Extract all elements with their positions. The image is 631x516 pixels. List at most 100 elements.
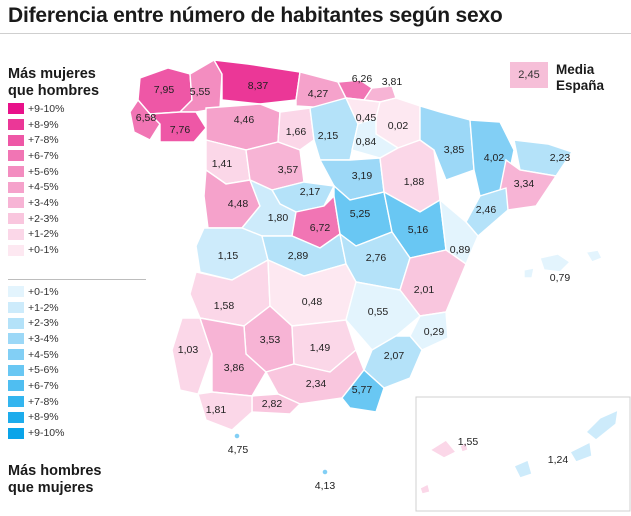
legend-label: +1-2%: [28, 301, 59, 314]
legend-swatch: [8, 166, 24, 178]
legend-swatch: [8, 213, 24, 225]
legend-swatch: [8, 364, 24, 376]
legend-item: +5-6%: [8, 164, 64, 180]
title-divider: [0, 33, 631, 34]
legend-label: +0-1%: [28, 244, 59, 257]
province-value-cadiz: 1,81: [206, 404, 227, 416]
legend-swatch: [8, 181, 24, 193]
province-value-granada: 2,34: [306, 378, 327, 390]
legend-swatch: [8, 317, 24, 329]
province-value-valencia: 2,01: [414, 284, 435, 296]
province-illes-balears: [523, 249, 603, 279]
legend-item: +3-4%: [8, 331, 64, 347]
province-value-ceuta: 4,75: [228, 444, 249, 456]
province-value-navarra: 0,02: [388, 120, 409, 132]
province-value-albacete: 0,55: [368, 306, 389, 318]
legend-men-heading-line1: Más hombres: [8, 463, 102, 479]
legend-swatch: [8, 302, 24, 314]
province-value-madrid: 6,72: [310, 222, 331, 234]
province-value-badajoz: 1,58: [214, 300, 235, 312]
province-value-asturias: 8,37: [248, 80, 269, 92]
province-value-girona: 2,23: [550, 152, 571, 164]
canary-inset-frame: [415, 396, 631, 512]
legend-item: +3-4%: [8, 195, 64, 211]
legend-men-heading-line2: que mujeres: [8, 480, 94, 496]
legend-label: +3-4%: [28, 332, 59, 345]
legend-label: +8-9%: [28, 411, 59, 424]
average-swatch: 2,45: [510, 62, 548, 88]
legend-swatch: [8, 103, 24, 115]
province-value-cordoba: 3,53: [260, 334, 281, 346]
legend-label: +7-8%: [28, 395, 59, 408]
legend-label: +2-3%: [28, 317, 59, 330]
legend-item: +4-5%: [8, 179, 64, 195]
legend-item: +1-2%: [8, 227, 64, 243]
average-label-line1: Media: [556, 62, 595, 77]
legend-swatch: [8, 427, 24, 439]
legend-divider: [8, 279, 146, 280]
province-value-palencia: 1,66: [286, 126, 307, 138]
province-value-cantabria: 4,27: [308, 88, 329, 100]
province-value-santa-cruz-de-tenerife: 1,55: [458, 436, 479, 448]
province-castellon: [439, 198, 479, 266]
province-value-gipuzkoa: 3,81: [382, 76, 403, 88]
province-melilla: [321, 468, 329, 476]
province-asturias: [212, 59, 301, 105]
legend-women-heading-line1: Más mujeres: [8, 66, 96, 82]
province-las-palmas: [513, 408, 619, 479]
legend-label: +7-8%: [28, 134, 59, 147]
legend-label: +3-4%: [28, 196, 59, 209]
province-value-toledo: 2,89: [288, 250, 309, 262]
province-value-a-coruna: 7,95: [154, 84, 175, 96]
province-value-huesca: 3,85: [444, 144, 465, 156]
legend-women-heading-line2: que hombres: [8, 83, 100, 99]
page-title: Diferencia entre número de habitantes se…: [8, 4, 503, 27]
legend-label: +0-1%: [28, 285, 59, 298]
legend-swatch: [8, 380, 24, 392]
province-value-salamanca: 4,48: [228, 198, 249, 210]
province-value-zamora: 1,41: [212, 158, 233, 170]
legend-label: +5-6%: [28, 165, 59, 178]
legend-men-heading: Más hombres que mujeres: [8, 463, 101, 497]
legend-item: +9-10%: [8, 425, 64, 441]
legend-item: +8-9%: [8, 410, 64, 426]
legend-item: +7-8%: [8, 132, 64, 148]
legend-label: +1-2%: [28, 228, 59, 241]
legend-item: +1-2%: [8, 300, 64, 316]
province-santa-cruz-de-tenerife: [419, 439, 469, 495]
province-ceuta: [233, 432, 241, 440]
legend-label: +4-5%: [28, 348, 59, 361]
province-value-la-rioja: 0,84: [356, 136, 377, 148]
province-value-cuenca: 2,76: [366, 252, 387, 264]
legend-swatch: [8, 333, 24, 345]
province-value-alava: 0,45: [356, 112, 377, 124]
legend-item: +0-1%: [8, 242, 64, 258]
province-huesca: [419, 105, 475, 181]
province-value-murcia: 2,07: [384, 350, 405, 362]
legend-label: +2-3%: [28, 212, 59, 225]
legend-label: +9-10%: [28, 427, 65, 440]
province-alicante: [409, 311, 449, 351]
province-value-almeria: 5,77: [352, 384, 373, 396]
legend-swatch: [8, 286, 24, 298]
province-value-melilla: 4,13: [315, 480, 336, 492]
legend-item: +6-7%: [8, 378, 64, 394]
province-value-zaragoza: 1,88: [404, 176, 425, 188]
average-label-line2: España: [556, 78, 605, 93]
province-value-guadalajara: 5,25: [350, 208, 371, 220]
province-value-castellon: 0,89: [450, 244, 471, 256]
province-value-huelva: 1,03: [178, 344, 199, 356]
legend-swatch: [8, 244, 24, 256]
province-value-pontevedra: 6,58: [136, 112, 157, 124]
legend-item: +2-3%: [8, 211, 64, 227]
legend-swatch: [8, 396, 24, 408]
province-value-burgos: 2,15: [318, 130, 339, 142]
province-value-las-palmas: 1,24: [548, 454, 569, 466]
average-label: Media España: [556, 62, 604, 94]
province-tarragona: [465, 187, 509, 237]
province-value-illes-balears: 0,79: [550, 272, 571, 284]
province-value-barcelona: 3,34: [514, 178, 535, 190]
legend-swatch: [8, 197, 24, 209]
province-value-caceres: 1,15: [218, 250, 239, 262]
